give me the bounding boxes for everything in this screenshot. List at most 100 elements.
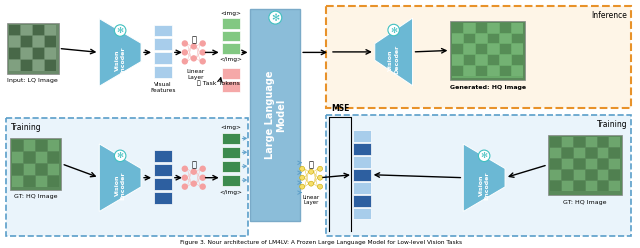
Bar [24, 176, 35, 187]
Bar [154, 66, 172, 78]
Bar [154, 150, 172, 162]
Bar [154, 38, 172, 50]
Bar [221, 43, 239, 54]
Bar [45, 60, 56, 71]
Bar [598, 181, 609, 191]
Bar [154, 25, 172, 36]
Bar [476, 55, 487, 65]
Bar [488, 23, 499, 32]
Bar [6, 118, 248, 236]
Circle shape [182, 41, 188, 46]
Text: GT: HQ Image: GT: HQ Image [563, 200, 607, 205]
Circle shape [308, 181, 314, 186]
Bar [47, 140, 58, 151]
Circle shape [182, 59, 188, 64]
Text: GT: HQ Image: GT: HQ Image [14, 194, 58, 199]
Bar [36, 164, 47, 175]
Bar [451, 21, 525, 80]
Text: 🔥 Task Tokens: 🔥 Task Tokens [196, 80, 239, 86]
Polygon shape [99, 144, 141, 212]
Bar [33, 48, 44, 59]
Polygon shape [463, 144, 505, 212]
Bar [36, 152, 47, 163]
Bar [512, 66, 523, 76]
Bar [476, 23, 487, 32]
Text: ✻: ✻ [481, 151, 488, 160]
Bar [9, 36, 20, 47]
Bar [250, 9, 300, 221]
Bar [598, 137, 609, 147]
Bar [464, 44, 476, 54]
Text: Training: Training [596, 120, 627, 129]
Text: ✻: ✻ [271, 13, 280, 23]
Text: Linear
Layer: Linear Layer [187, 69, 205, 80]
Circle shape [300, 184, 305, 189]
Text: Figure 3. Nour architecture of LM4LV: A Frozen Large Language Model for Low-leve: Figure 3. Nour architecture of LM4LV: A … [180, 240, 462, 245]
Bar [598, 170, 609, 180]
Text: Training: Training [11, 123, 42, 132]
Bar [353, 182, 371, 194]
Bar [586, 170, 596, 180]
Bar [353, 195, 371, 207]
Bar [47, 164, 58, 175]
Bar [586, 137, 596, 147]
Bar [452, 55, 463, 65]
Polygon shape [375, 18, 413, 86]
Bar [12, 152, 22, 163]
Bar [154, 178, 172, 190]
Bar [36, 140, 47, 151]
Bar [548, 135, 622, 195]
Bar [353, 130, 371, 142]
Text: Generated: HQ Image: Generated: HQ Image [449, 85, 525, 90]
Bar [452, 33, 463, 43]
Text: Visual
Features: Visual Features [150, 82, 176, 93]
Bar [45, 48, 56, 59]
Bar [24, 140, 35, 151]
Bar [573, 148, 584, 158]
Bar [47, 152, 58, 163]
Bar [20, 36, 31, 47]
Bar [33, 60, 44, 71]
Bar [586, 159, 596, 169]
Circle shape [300, 166, 305, 171]
Text: ✻: ✻ [390, 26, 397, 34]
Bar [221, 161, 239, 172]
Bar [326, 115, 631, 236]
Circle shape [317, 166, 323, 171]
Bar [10, 138, 61, 190]
Text: Vision
Encoder: Vision Encoder [115, 46, 125, 75]
Bar [154, 192, 172, 204]
Text: <img>: <img> [220, 125, 241, 130]
Bar [47, 176, 58, 187]
Bar [550, 137, 561, 147]
Bar [7, 23, 58, 74]
Bar [12, 164, 22, 175]
Bar [464, 55, 476, 65]
Text: MSE: MSE [331, 104, 349, 113]
Bar [586, 181, 596, 191]
Bar [45, 25, 56, 35]
Text: Inference: Inference [591, 11, 627, 20]
Bar [562, 170, 573, 180]
Bar [550, 181, 561, 191]
Bar [221, 18, 239, 29]
Bar [353, 169, 371, 181]
Bar [476, 33, 487, 43]
Circle shape [200, 50, 205, 55]
Bar [512, 23, 523, 32]
Text: ✻: ✻ [116, 26, 124, 35]
Text: Large Language
Model: Large Language Model [264, 71, 286, 159]
Bar [12, 140, 22, 151]
Bar [562, 148, 573, 158]
Circle shape [200, 166, 205, 171]
Bar [221, 81, 239, 92]
Bar [598, 159, 609, 169]
Text: </img>: </img> [219, 57, 242, 62]
Bar [609, 137, 620, 147]
Bar [573, 181, 584, 191]
Polygon shape [99, 19, 141, 86]
Circle shape [182, 166, 188, 171]
Circle shape [191, 44, 196, 49]
Text: 🔥: 🔥 [308, 160, 314, 169]
Bar [221, 31, 239, 41]
